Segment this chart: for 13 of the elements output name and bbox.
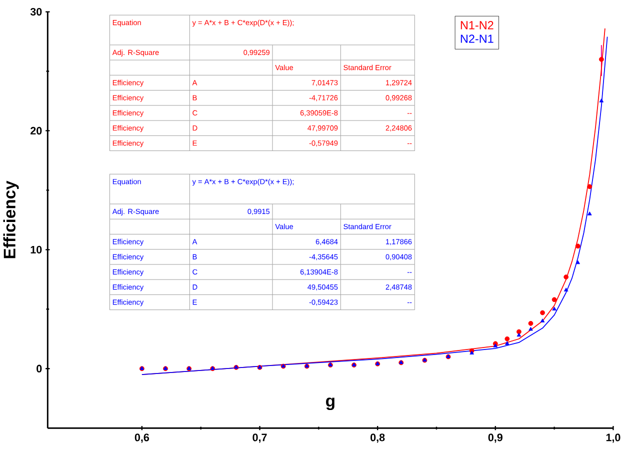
x-tick-label: 0,6 <box>134 434 150 443</box>
y-tick-label: 0 <box>36 365 42 373</box>
y-tick-label: 30 <box>30 8 42 16</box>
x-tick-label: 0,9 <box>488 434 502 443</box>
x-tick-label: 0,8 <box>370 434 385 443</box>
text: N2-N1 <box>460 34 494 43</box>
y-tick-label: 20 <box>30 127 42 135</box>
text: N1-N2 <box>460 21 494 30</box>
x-tick-label: 0,7 <box>252 434 267 443</box>
y-tick-label: 10 <box>30 246 42 254</box>
x-axis-title: g <box>326 398 334 410</box>
y-axis-title: Efficiency <box>3 180 19 258</box>
x-tick-label: 1,0 <box>606 434 620 443</box>
